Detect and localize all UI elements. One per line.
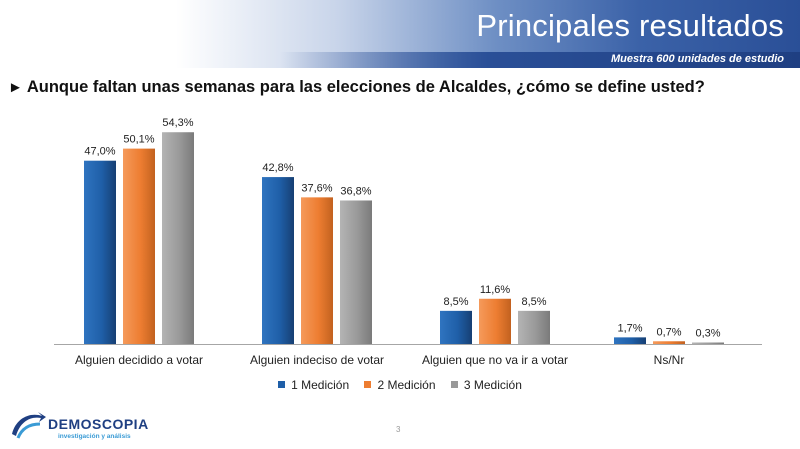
legend-item-3: 3 Medición [450, 378, 522, 392]
survey-question: ► Aunque faltan unas semanas para las ele… [8, 78, 798, 97]
logo-tagline: investigación y análisis [58, 433, 131, 440]
subtitle-band: Muestra 600 unidades de estudio [280, 52, 800, 68]
question-text: Aunque faltan unas semanas para las elec… [26, 78, 705, 96]
data-label-3-1: 54,3% [162, 117, 193, 129]
data-label-1-4: 1,7% [617, 322, 642, 334]
data-label-3-4: 0,3% [695, 328, 720, 340]
bar-2-4 [653, 341, 685, 344]
data-label-1-2: 42,8% [262, 162, 293, 174]
bar-3-3 [518, 310, 550, 344]
category-label-2: Alguien indeciso de votar [250, 353, 384, 367]
bar-3-4 [692, 342, 724, 344]
chart-legend: 1 Medición 2 Medición 3 Medición [0, 378, 800, 392]
bar-1-3 [440, 310, 472, 344]
data-label-2-3: 11,6% [480, 284, 511, 296]
legend-label-1: 1 Medición [291, 378, 350, 392]
bar-2-3 [479, 298, 511, 344]
bar-2-2 [301, 197, 333, 344]
legend-swatch-3 [450, 381, 458, 388]
bar-2-1 [123, 148, 155, 344]
legend-label-3: 3 Medición [463, 378, 522, 392]
data-label-3-2: 36,8% [340, 185, 371, 197]
legend-swatch-1 [278, 381, 286, 388]
category-label-1: Alguien decidido a votar [75, 353, 203, 367]
demoscopia-logo: DEMOSCOPIA investigación y análisis [8, 408, 168, 444]
category-label-3: Alguien que no va ir a votar [422, 353, 568, 367]
arrow-icon: ► [8, 79, 23, 96]
page-number: 3 [396, 425, 401, 434]
data-label-1-3: 8,5% [443, 296, 468, 308]
bar-3-1 [162, 132, 194, 344]
header-banner: Principales resultados Muestra 600 unida… [0, 0, 800, 68]
legend-item-1: 1 Medición [278, 378, 349, 392]
legend-label-2: 2 Medición [377, 378, 436, 392]
data-label-2-2: 37,6% [301, 182, 332, 194]
data-label-2-4: 0,7% [656, 326, 681, 338]
category-label-4: Ns/Nr [654, 353, 685, 367]
bar-1-2 [262, 177, 294, 344]
bar-1-1 [84, 160, 116, 344]
page-title: Principales resultados [476, 8, 784, 43]
sample-subtitle: Muestra 600 unidades de estudio [611, 53, 784, 65]
data-label-1-1: 47,0% [84, 146, 115, 158]
legend-item-2: 2 Medición [364, 378, 436, 392]
legend-swatch-2 [364, 381, 372, 388]
logo-icon [12, 412, 46, 439]
data-label-3-3: 8,5% [521, 296, 546, 308]
logo-name: DEMOSCOPIA [48, 416, 149, 432]
data-label-2-1: 50,1% [123, 134, 154, 146]
bar-3-2 [340, 200, 372, 344]
bar-1-4 [614, 337, 646, 344]
bar-chart: 47,0% 50,1% 54,3% Alguien decidido a votar 4… [54, 117, 762, 367]
